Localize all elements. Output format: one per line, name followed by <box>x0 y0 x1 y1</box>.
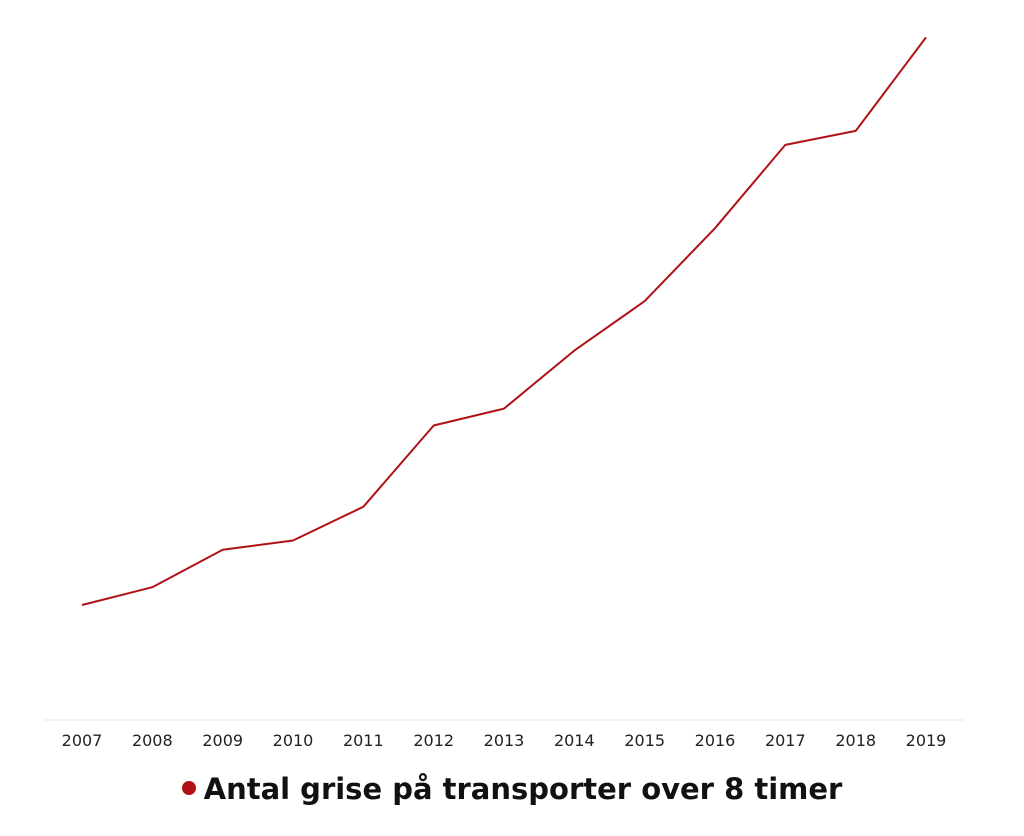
data-point[interactable] <box>148 583 156 591</box>
legend[interactable]: Antal grise på transporter over 8 timer <box>0 772 1024 806</box>
x-tick-label: 2010 <box>273 731 314 750</box>
data-point[interactable] <box>430 422 438 430</box>
x-tick-label: 2014 <box>554 731 595 750</box>
data-point[interactable] <box>78 601 86 609</box>
x-tick-label: 2012 <box>413 731 454 750</box>
x-tick-label: 2008 <box>132 731 173 750</box>
x-axis-ticks: 2007 2008 2009 2010 2011 2012 2013 2014 2015 2016… <box>62 731 947 750</box>
chart-svg: 2007 2008 2009 2010 2011 2012 2013 2014 2015 2016… <box>44 33 964 750</box>
series-layer <box>78 33 930 609</box>
data-point[interactable] <box>359 503 367 511</box>
x-tick-label: 2017 <box>765 731 806 750</box>
x-tick-label: 2019 <box>906 731 947 750</box>
data-point[interactable] <box>781 141 789 149</box>
legend-label: Antal grise på transporter over 8 timer <box>203 772 843 806</box>
x-tick-label: 2015 <box>624 731 665 750</box>
data-point[interactable] <box>219 546 227 554</box>
data-point[interactable] <box>711 224 719 232</box>
data-point[interactable] <box>852 127 860 135</box>
x-tick-label: 2016 <box>695 731 736 750</box>
data-point[interactable] <box>922 33 930 41</box>
series-line <box>81 36 927 606</box>
x-tick-label: 2018 <box>835 731 876 750</box>
data-point[interactable] <box>641 297 649 305</box>
data-point[interactable] <box>570 347 578 355</box>
data-point[interactable] <box>500 405 508 413</box>
x-tick-label: 2013 <box>484 731 525 750</box>
x-tick-label: 2011 <box>343 731 384 750</box>
x-tick-label: 2007 <box>62 731 103 750</box>
legend-marker <box>181 781 196 795</box>
x-tick-label: 2009 <box>202 731 243 750</box>
data-point[interactable] <box>289 537 297 545</box>
